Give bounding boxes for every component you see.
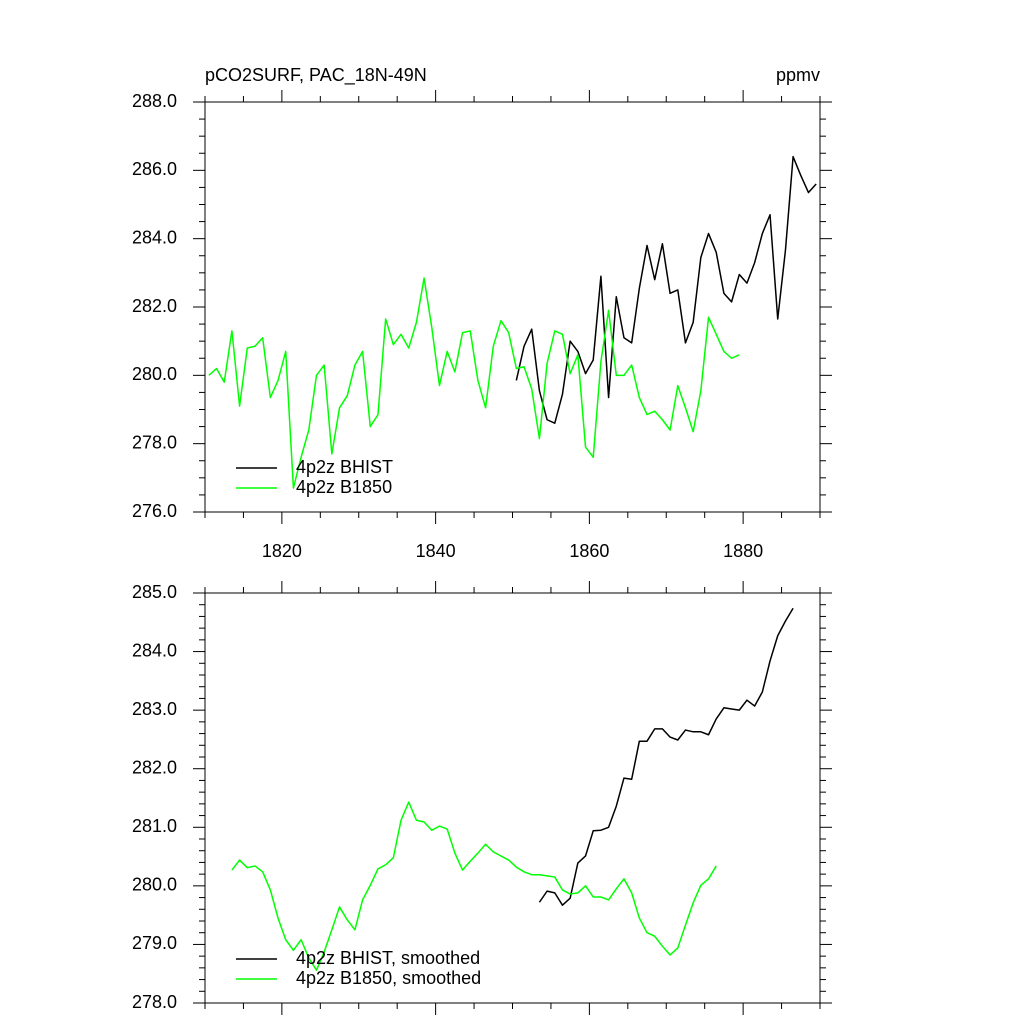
plot-frame [204,101,821,513]
plot-frame [204,592,821,1004]
units-label: ppmv [776,65,820,85]
chart-title: pCO2SURF, PAC_18N-49N [205,65,427,86]
y-tick-label: 282.0 [132,757,177,777]
y-tick-label: 279.0 [132,933,177,953]
series-line [231,801,717,971]
legend-label: 4p2z BHIST [296,457,393,477]
y-tick-label: 278.0 [132,992,177,1012]
y-tick-label: 285.0 [132,582,177,602]
y-tick-label: 281.0 [132,816,177,836]
y-tick-label: 280.0 [132,364,177,384]
series-line [208,277,740,489]
series-line [515,155,817,424]
y-tick-label: 288.0 [132,91,177,111]
x-tick-label: 1860 [569,541,609,561]
y-tick-label: 283.0 [132,699,177,719]
x-tick-label: 1840 [416,541,456,561]
series-line [538,607,794,906]
y-tick-label: 276.0 [132,501,177,521]
legend-label: 4p2z B1850, smoothed [296,968,481,988]
legend-label: 4p2z B1850 [296,477,392,497]
y-tick-label: 280.0 [132,875,177,895]
y-tick-label: 282.0 [132,296,177,316]
legend-label: 4p2z BHIST, smoothed [296,948,480,968]
y-tick-label: 278.0 [132,432,177,452]
y-tick-label: 286.0 [132,159,177,179]
x-tick-label: 1820 [262,541,302,561]
y-tick-label: 284.0 [132,640,177,660]
x-tick-label: 1880 [723,541,763,561]
y-tick-label: 284.0 [132,227,177,247]
